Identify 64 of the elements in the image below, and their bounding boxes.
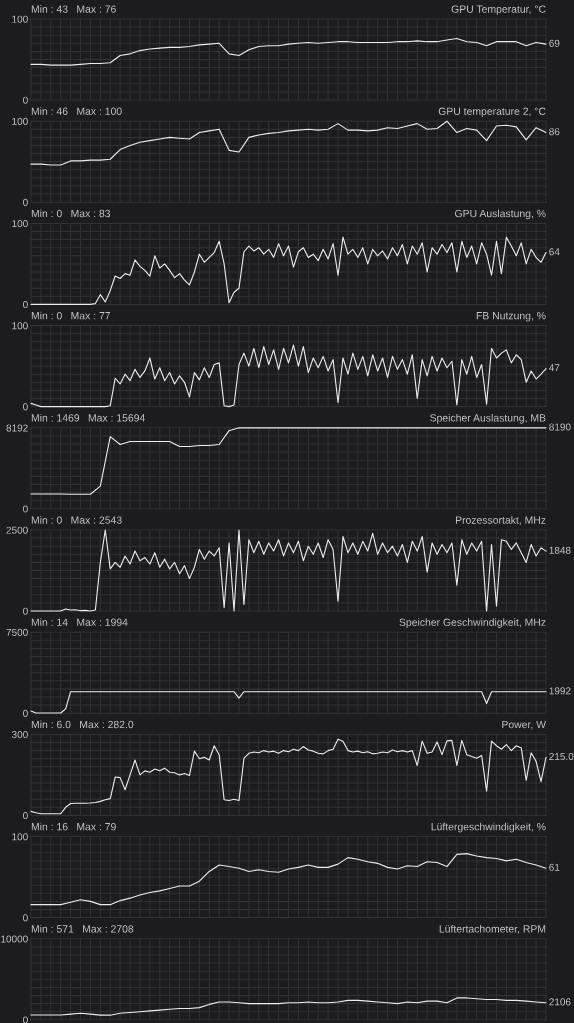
chart-title: Speicher Geschwindigkeit, MHz — [399, 618, 546, 629]
data-label: 8190 — [549, 423, 571, 431]
y-tick-label: 8192 — [6, 424, 28, 432]
text: Min : 0 — [31, 311, 62, 320]
y-tick-label: 0 — [23, 914, 28, 922]
text: Max : 282.0 — [80, 720, 134, 729]
data-label: 47 — [549, 364, 560, 372]
data-label: 61 — [549, 863, 560, 871]
data-label: 215.0 — [549, 752, 574, 761]
text: Min : 16 — [31, 822, 68, 831]
text: Max : 15694 — [88, 414, 145, 422]
text: Max : 100 — [77, 107, 122, 115]
chart-title: Speicher Auslastung, MB — [430, 413, 546, 424]
data-label: 86 — [549, 128, 560, 136]
y-tick-label: 0 — [23, 198, 28, 206]
text: Max : 76 — [77, 5, 116, 13]
y-tick-label: 0 — [23, 403, 28, 411]
chart-title: FB Nutzung, % — [476, 312, 546, 322]
text: Max : 2543 — [71, 516, 122, 524]
y-tick-label: 100 — [12, 833, 28, 841]
text: Max : 77 — [71, 312, 111, 320]
text: Max : 1994 — [77, 618, 128, 626]
y-tick-label: 0 — [23, 812, 28, 820]
text: Min : 1469 — [31, 413, 80, 422]
text: Max : 79 — [77, 823, 116, 831]
data-label: 2106 — [549, 998, 571, 1006]
text: Min : 6.0 — [31, 720, 71, 729]
line-series — [30, 853, 547, 906]
y-tick-label: 0 — [23, 301, 28, 309]
y-tick-label: 0 — [23, 96, 28, 104]
data-label: 1848 — [549, 546, 571, 554]
line-series — [30, 37, 547, 66]
chart-title: GPU Temperatur, °C — [451, 5, 546, 15]
y-tick-label: 0 — [23, 1016, 28, 1023]
text: Min : 14 — [31, 618, 68, 626]
y-tick-label: 100 — [12, 15, 28, 23]
data-label: 1992 — [549, 687, 571, 695]
chart-title: Lüftertachometer, RPM — [439, 924, 546, 934]
line-series — [30, 529, 547, 612]
data-label: 69 — [549, 39, 560, 47]
text: Min : 571 — [31, 924, 74, 933]
chart-title: GPU Auslastung, % — [455, 209, 546, 220]
text: Min : 0 — [31, 516, 62, 524]
data-label: 64 — [549, 248, 560, 256]
y-tick-label: 100 — [12, 220, 28, 228]
y-tick-label: 7500 — [6, 628, 28, 636]
y-tick-label: 0 — [23, 607, 28, 615]
y-tick-label: 100 — [12, 322, 28, 330]
chart-title: Prozessortakt, MHz — [455, 516, 546, 525]
text: Min : 43 — [31, 5, 68, 13]
y-tick-label: 300 — [11, 731, 28, 739]
y-tick-label: 0 — [23, 709, 28, 717]
text: Max : 2708 — [83, 925, 134, 933]
y-tick-label: 2500 — [6, 526, 28, 534]
y-tick-label: 10000 — [1, 935, 28, 943]
text: Max : 83 — [71, 209, 111, 218]
chart-title: Power, W — [502, 720, 546, 730]
chart-title: GPU temperature 2, °C — [438, 107, 546, 118]
text: Min : 0 — [31, 209, 62, 218]
y-tick-label: 0 — [23, 505, 28, 513]
text: Min : 46 — [31, 107, 68, 115]
chart-title: Lüftergeschwindigkeit, % — [431, 822, 546, 833]
line-series — [30, 997, 547, 1016]
y-tick-label: 100 — [12, 117, 28, 125]
